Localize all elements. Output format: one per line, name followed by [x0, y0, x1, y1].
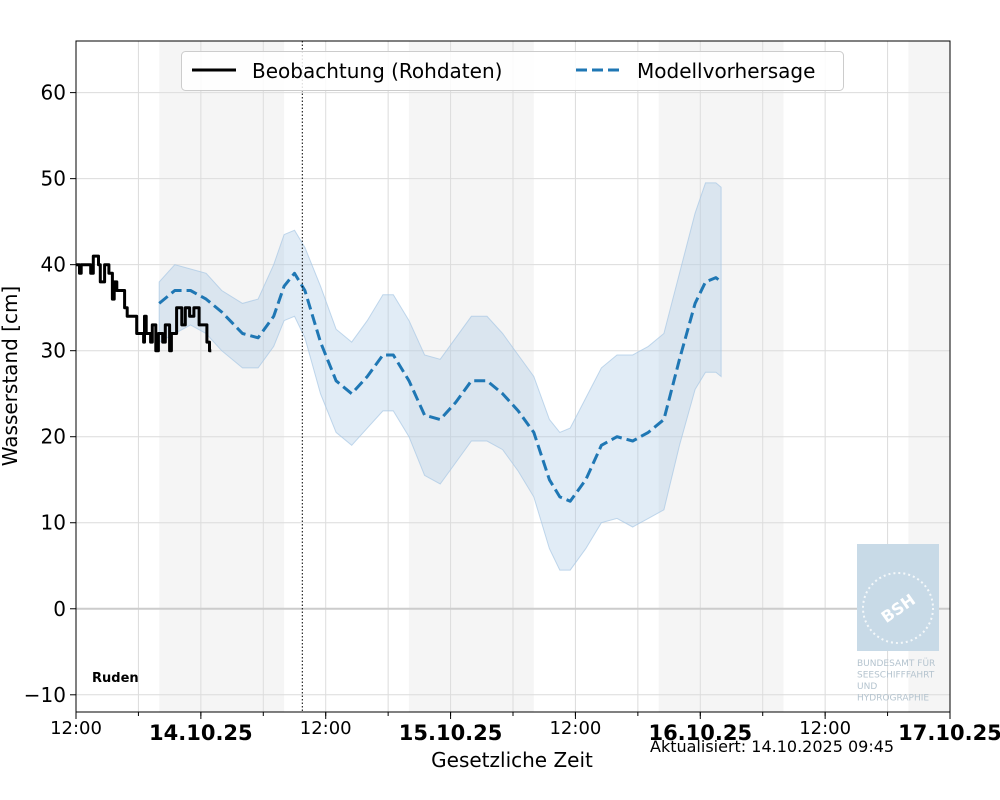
logo-caption-line: BUNDESAMT FÜR [857, 658, 935, 669]
y-tick-label: 30 [41, 339, 66, 363]
y-axis-ticks: −10 0 10 20 30 40 50 60 [24, 81, 76, 707]
legend: Beobachtung (Rohdaten) Modellvorhersage [181, 51, 844, 91]
x-date-label: 15.10.25 [399, 721, 503, 745]
x-time-label: 12:00 [50, 718, 102, 739]
legend-label-observation: Beobachtung (Rohdaten) [252, 59, 502, 83]
x-time-label: 12:00 [549, 718, 601, 739]
y-axis-label: Wasserstand [cm] [0, 286, 22, 466]
logo-caption-line: SEESCHIFFFAHRT [857, 671, 935, 681]
forecast-range-band [158, 182, 722, 571]
station-label: Ruden [92, 671, 139, 686]
night-bands [159, 41, 950, 712]
observation-line [76, 254, 212, 353]
x-time-label: 12:00 [300, 718, 352, 739]
night-band [159, 41, 285, 712]
x-axis-label: Gesetzliche Zeit [431, 748, 593, 772]
logo-box [857, 544, 939, 651]
logo-ring [862, 572, 934, 644]
legend-label-forecast: Modellvorhersage [637, 59, 815, 83]
forecast-range [158, 182, 722, 571]
y-tick-label: 0 [53, 597, 66, 621]
forecast-line [158, 271, 723, 503]
y-tick-label: 60 [41, 81, 66, 105]
y-tick-label: 20 [41, 425, 66, 449]
y-tick-label: −10 [24, 683, 66, 707]
x-time-label: 12:00 [799, 718, 851, 739]
legend-box [181, 51, 844, 91]
x-date-label: 14.10.25 [149, 721, 253, 745]
y-tick-label: 50 [41, 167, 66, 191]
series-lines [76, 254, 723, 503]
updated-timestamp: Aktualisiert: 14.10.2025 09:45 [650, 737, 895, 756]
x-date-label: 17.10.25 [898, 721, 1000, 745]
y-tick-label: 10 [41, 511, 66, 535]
logo-caption-line: UND [857, 682, 877, 692]
logo-caption-line: HYDROGRAPHIE [857, 694, 929, 704]
x-date-label: 16.10.25 [648, 721, 752, 745]
y-tick-label: 40 [41, 253, 66, 277]
x-axis-ticks: 12:00 14.10.25 12:00 15.10.25 12:00 16.10.25 1… [50, 712, 1000, 745]
